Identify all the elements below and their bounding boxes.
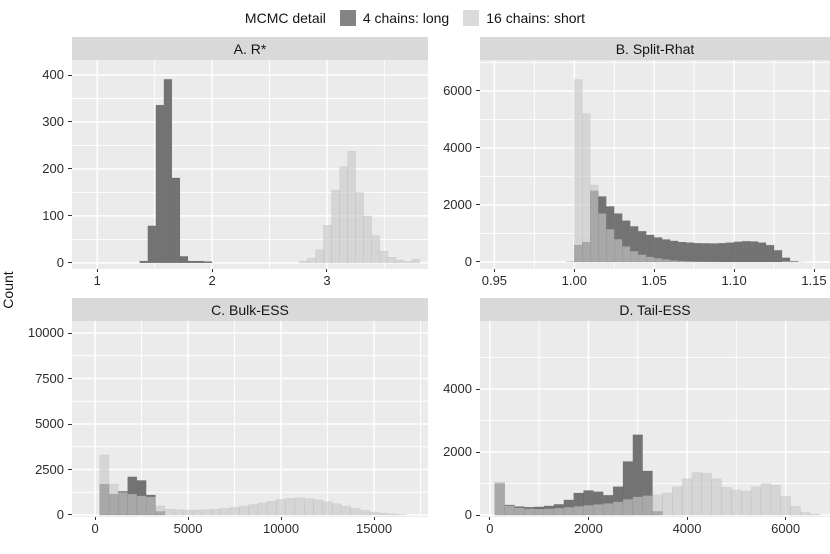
y-tick-mark	[476, 147, 480, 149]
x-tick-mark	[686, 517, 688, 520]
y-tick-label: 0	[56, 506, 64, 522]
legend-label-16-chains: 16 chains: short	[486, 10, 586, 26]
x-tick-mark	[280, 517, 282, 520]
y-tick-mark	[476, 90, 480, 92]
legend-swatch-dark-icon	[339, 10, 356, 26]
x-tick-mark	[493, 269, 495, 272]
x-tick-mark	[587, 517, 589, 520]
x-tick-label: 3	[323, 273, 331, 288]
x-tick-label: 1.15	[801, 273, 827, 288]
panel-d-tail-ess: D. Tail-ESS 0 2000 4000 6000 0 2000 4000	[443, 298, 830, 536]
y-tick-mark	[68, 423, 72, 425]
x-tick-mark	[489, 517, 491, 520]
x-tick-mark	[96, 269, 98, 272]
x-tick-label: 5000	[173, 521, 203, 536]
x-tick-label: 0.95	[481, 273, 508, 288]
legend-swatch-light-icon	[463, 10, 480, 26]
x-tick-label: 1.05	[641, 273, 667, 288]
x-tick-label: 4000	[672, 521, 702, 536]
y-tick-mark	[476, 204, 480, 206]
x-tick-mark	[187, 517, 189, 520]
panel-c-plot-area	[72, 321, 428, 517]
legend-item-4-chains: 4 chains: long	[339, 10, 450, 26]
x-tick-mark	[653, 269, 655, 272]
x-tick-label: 6000	[771, 521, 801, 536]
y-tick-label: 2000	[443, 196, 472, 212]
y-tick-label: 7500	[35, 370, 64, 386]
y-tick-label: 200	[42, 160, 64, 176]
x-tick-label: 15000	[355, 521, 393, 536]
y-tick-label: 2000	[443, 444, 472, 460]
y-tick-label: 0	[464, 253, 472, 269]
x-tick-mark	[733, 269, 735, 272]
y-tick-label: 100	[42, 207, 64, 223]
y-tick-mark	[476, 388, 480, 390]
panel-a-plot-area	[72, 60, 428, 269]
y-tick-label: 400	[42, 67, 64, 83]
x-tick-mark	[813, 269, 815, 272]
legend: MCMC detail 4 chains: long 16 chains: sh…	[0, 0, 830, 36]
x-tick-label: 1.10	[721, 273, 747, 288]
y-tick-label: 6000	[443, 82, 472, 98]
x-tick-label: 0	[486, 521, 494, 536]
y-tick-label: 4000	[443, 381, 472, 397]
y-tick-mark	[476, 514, 480, 516]
x-tick-label: 1	[93, 273, 101, 288]
panel-a-strip-title: A. R*	[72, 37, 428, 60]
y-tick-label: 10000	[27, 325, 64, 340]
legend-title: MCMC detail	[244, 10, 326, 26]
y-tick-label: 5000	[35, 416, 64, 431]
y-tick-mark	[476, 451, 480, 453]
y-tick-label: 4000	[443, 139, 472, 155]
x-tick-mark	[94, 517, 96, 520]
y-tick-mark	[68, 514, 72, 516]
y-tick-label: 2500	[35, 461, 64, 477]
y-tick-mark	[68, 469, 72, 470]
panel-d-strip-title: D. Tail-ESS	[480, 298, 830, 321]
panel-c-strip-title: C. Bulk-ESS	[72, 298, 428, 321]
panel-d-plot-area	[480, 321, 830, 517]
x-tick-label: 10000	[262, 521, 300, 536]
panel-b-strip-title: B. Split-Rhat	[480, 37, 830, 60]
x-tick-mark	[373, 517, 375, 520]
x-tick-label: 2000	[573, 521, 603, 536]
panel-c-bulk-ess: C. Bulk-ESS 0 5000 10000 15000 0 2500 5000 7500…	[28, 298, 428, 536]
x-tick-mark	[785, 517, 787, 520]
x-tick-label: 2	[208, 273, 216, 288]
y-tick-label: 300	[42, 113, 64, 129]
y-tick-mark	[68, 332, 72, 334]
y-axis-title: Count	[0, 271, 16, 309]
y-tick-mark	[476, 261, 480, 263]
panel-b-plot-area	[480, 60, 830, 269]
y-tick-mark	[68, 168, 72, 170]
x-tick-mark	[573, 269, 575, 272]
y-tick-label: 0	[56, 254, 64, 270]
legend-item-16-chains: 16 chains: short	[463, 10, 585, 26]
panel-a-rstar: A. R* 1 2 3 0 100 200 300 400	[42, 37, 428, 288]
x-tick-mark	[326, 269, 328, 272]
y-tick-mark	[68, 121, 72, 123]
x-tick-mark	[211, 269, 213, 272]
x-tick-label: 1.00	[561, 273, 587, 288]
y-tick-mark	[68, 215, 72, 217]
y-tick-label: 0	[464, 507, 472, 523]
y-tick-mark	[68, 378, 72, 379]
x-tick-label: 0	[91, 521, 99, 536]
y-tick-mark	[68, 74, 72, 76]
legend-label-4-chains: 4 chains: long	[362, 10, 450, 26]
y-tick-mark	[68, 262, 72, 264]
panel-b-split-rhat: B. Split-Rhat 0.95 1.00 1.05 1.10 1.15 0 2000 4…	[443, 37, 830, 288]
